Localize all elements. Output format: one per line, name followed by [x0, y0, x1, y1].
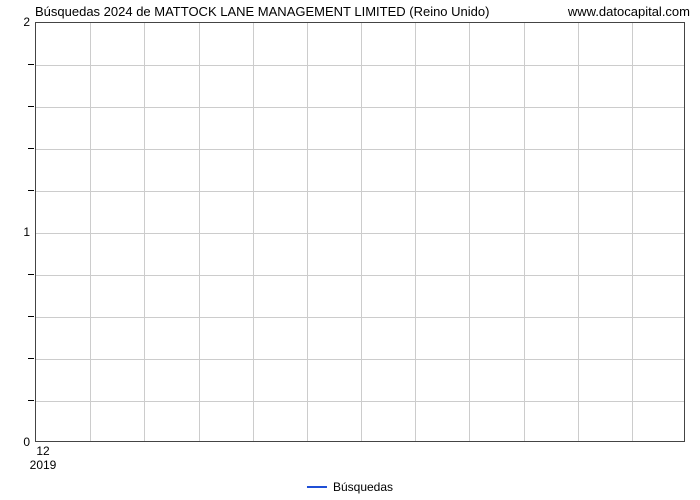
gridline-horizontal [36, 359, 684, 360]
y-axis-tick-label: 0 [15, 435, 30, 449]
gridline-vertical [253, 23, 254, 441]
y-axis-tick-label: 1 [15, 225, 30, 239]
chart-title: Búsquedas 2024 de MATTOCK LANE MANAGEMEN… [35, 4, 489, 19]
gridline-vertical [469, 23, 470, 441]
gridline-vertical [144, 23, 145, 441]
y-axis-minor-tick [28, 106, 34, 107]
gridline-vertical [90, 23, 91, 441]
y-axis-tick-label: 2 [15, 15, 30, 29]
x-axis-tick-label: 12 [36, 444, 49, 458]
gridline-vertical [307, 23, 308, 441]
legend: Búsquedas [307, 480, 393, 494]
chart-container: Búsquedas 2024 de MATTOCK LANE MANAGEMEN… [0, 0, 700, 500]
gridline-vertical [524, 23, 525, 441]
legend-label: Búsquedas [333, 480, 393, 494]
y-axis-minor-tick [28, 274, 34, 275]
y-axis-minor-tick [28, 400, 34, 401]
gridline-horizontal [36, 65, 684, 66]
plot-area [35, 22, 685, 442]
legend-line-icon [307, 486, 327, 488]
gridline-horizontal [36, 317, 684, 318]
x-axis-year-label: 2019 [30, 458, 57, 472]
gridline-vertical [578, 23, 579, 441]
y-axis-minor-tick [28, 148, 34, 149]
gridline-horizontal [36, 275, 684, 276]
gridline-vertical [199, 23, 200, 441]
y-axis-minor-tick [28, 190, 34, 191]
y-axis-minor-tick [28, 358, 34, 359]
gridline-horizontal [36, 107, 684, 108]
gridline-horizontal [36, 401, 684, 402]
gridline-horizontal [36, 233, 684, 234]
gridline-horizontal [36, 149, 684, 150]
gridline-vertical [415, 23, 416, 441]
y-axis-minor-tick [28, 64, 34, 65]
gridline-vertical [361, 23, 362, 441]
chart-watermark: www.datocapital.com [568, 4, 690, 19]
gridline-vertical [632, 23, 633, 441]
y-axis-minor-tick [28, 316, 34, 317]
gridline-horizontal [36, 191, 684, 192]
